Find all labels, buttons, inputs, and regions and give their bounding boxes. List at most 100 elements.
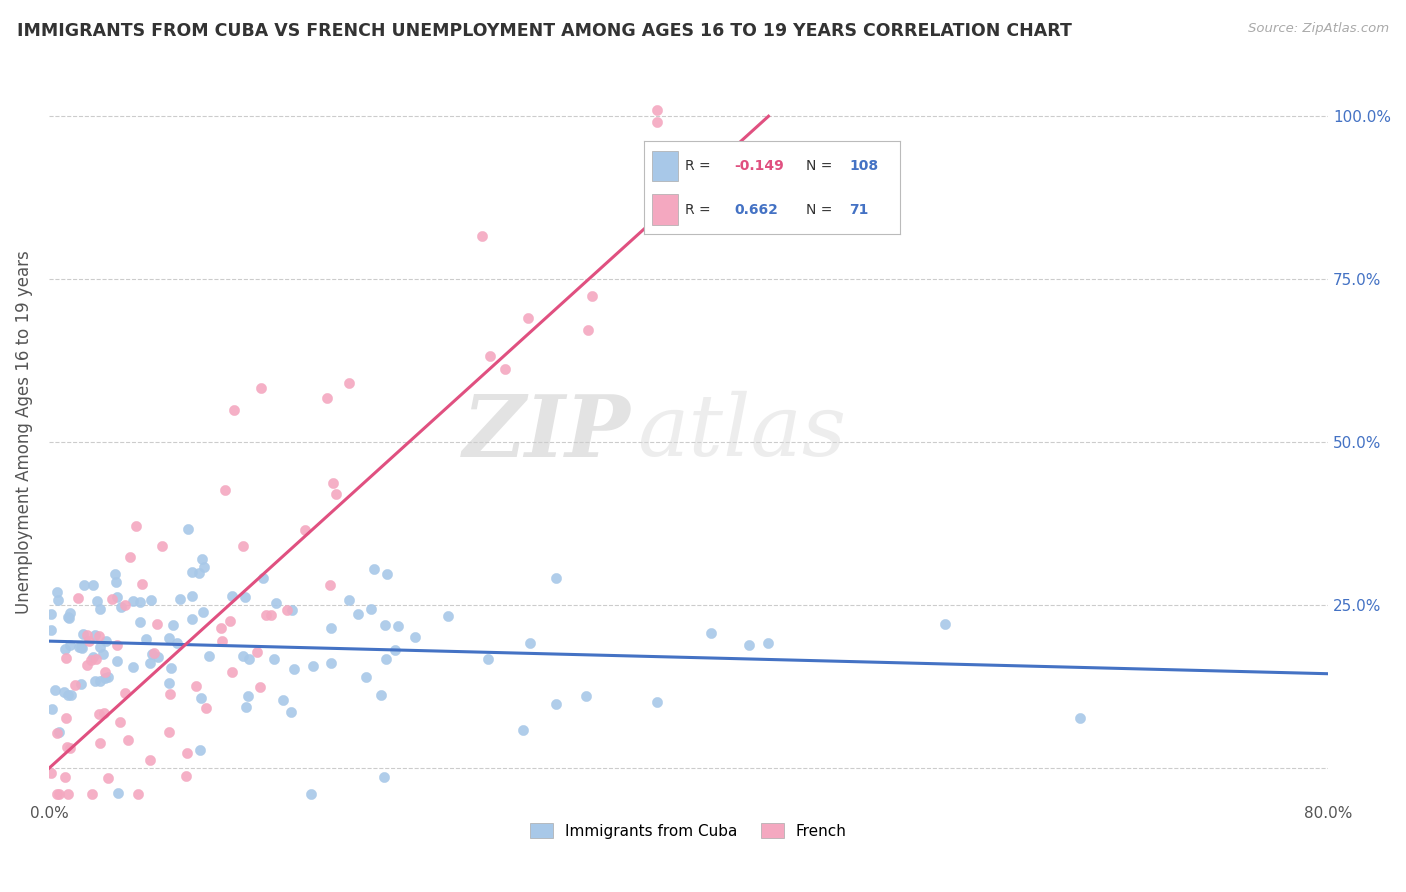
Point bbox=[174, 769, 197, 783]
Point bbox=[146, 649, 169, 664]
Point bbox=[325, 487, 347, 501]
Text: -0.149: -0.149 bbox=[734, 159, 783, 173]
Point bbox=[546, 571, 568, 585]
Point bbox=[233, 591, 256, 605]
Point bbox=[354, 670, 377, 684]
Point bbox=[122, 594, 145, 608]
Point bbox=[276, 603, 298, 617]
Point bbox=[384, 643, 406, 657]
Point bbox=[72, 626, 94, 640]
Point bbox=[59, 607, 82, 621]
Point bbox=[143, 646, 166, 660]
Point bbox=[479, 349, 502, 363]
Point bbox=[374, 618, 396, 632]
Point bbox=[56, 688, 79, 702]
Point bbox=[135, 632, 157, 646]
Point bbox=[738, 638, 761, 652]
Point bbox=[211, 634, 233, 648]
Point bbox=[645, 103, 668, 117]
Point bbox=[83, 673, 105, 688]
Point bbox=[93, 665, 115, 679]
Point bbox=[114, 686, 136, 700]
Point bbox=[48, 724, 70, 739]
Point bbox=[118, 549, 141, 564]
Point bbox=[337, 593, 360, 607]
Point bbox=[370, 688, 392, 702]
Point bbox=[188, 743, 211, 757]
Point bbox=[91, 647, 114, 661]
Point bbox=[221, 589, 243, 603]
Point bbox=[129, 615, 152, 630]
Y-axis label: Unemployment Among Ages 16 to 19 years: Unemployment Among Ages 16 to 19 years bbox=[15, 251, 32, 615]
Text: Source: ZipAtlas.com: Source: ZipAtlas.com bbox=[1249, 22, 1389, 36]
Point bbox=[150, 540, 173, 554]
Point bbox=[157, 724, 180, 739]
Point bbox=[263, 652, 285, 666]
Point bbox=[89, 673, 111, 688]
Point bbox=[374, 652, 396, 666]
Point bbox=[39, 623, 62, 637]
Point bbox=[169, 591, 191, 606]
Point bbox=[283, 662, 305, 676]
Point bbox=[110, 599, 132, 614]
Point bbox=[294, 523, 316, 537]
Point bbox=[97, 771, 120, 785]
Point bbox=[55, 650, 77, 665]
Point bbox=[105, 590, 128, 604]
Point bbox=[645, 695, 668, 709]
Text: N =: N = bbox=[806, 159, 837, 173]
Point bbox=[59, 638, 82, 652]
Point bbox=[322, 476, 344, 491]
Point bbox=[512, 723, 534, 738]
Point bbox=[44, 683, 66, 698]
Point bbox=[700, 626, 723, 640]
Point bbox=[249, 680, 271, 694]
Point bbox=[222, 403, 245, 417]
Point bbox=[177, 522, 200, 536]
Point bbox=[387, 619, 409, 633]
Point bbox=[125, 518, 148, 533]
Point bbox=[70, 677, 93, 691]
Point bbox=[318, 578, 340, 592]
Point bbox=[141, 647, 163, 661]
Text: N =: N = bbox=[806, 202, 837, 217]
Point bbox=[375, 567, 398, 582]
Point bbox=[337, 376, 360, 391]
Point bbox=[214, 483, 236, 498]
Point bbox=[209, 621, 232, 635]
Point bbox=[139, 657, 162, 671]
Point bbox=[131, 577, 153, 591]
Text: atlas: atlas bbox=[637, 391, 846, 474]
Point bbox=[235, 700, 257, 714]
Point bbox=[232, 649, 254, 664]
Point bbox=[193, 560, 215, 574]
Point bbox=[575, 689, 598, 703]
Point bbox=[39, 766, 62, 780]
Point bbox=[181, 612, 204, 626]
Point bbox=[281, 603, 304, 617]
Point bbox=[166, 636, 188, 650]
Point bbox=[104, 574, 127, 589]
Point bbox=[404, 631, 426, 645]
Point bbox=[159, 631, 181, 645]
Point bbox=[105, 654, 128, 668]
Point bbox=[94, 672, 117, 686]
Point bbox=[187, 566, 209, 580]
Point bbox=[53, 770, 76, 784]
Point bbox=[264, 596, 287, 610]
Point bbox=[55, 711, 77, 725]
Point bbox=[110, 715, 132, 730]
Point bbox=[546, 697, 568, 711]
Point bbox=[59, 689, 82, 703]
Point bbox=[45, 726, 67, 740]
Point bbox=[280, 705, 302, 719]
Point bbox=[82, 578, 104, 592]
Point bbox=[477, 652, 499, 666]
Point bbox=[191, 606, 214, 620]
Point bbox=[104, 567, 127, 582]
Point bbox=[46, 788, 69, 802]
Point bbox=[246, 645, 269, 659]
Point bbox=[190, 690, 212, 705]
Point bbox=[48, 788, 70, 802]
Bar bbox=[652, 151, 678, 181]
